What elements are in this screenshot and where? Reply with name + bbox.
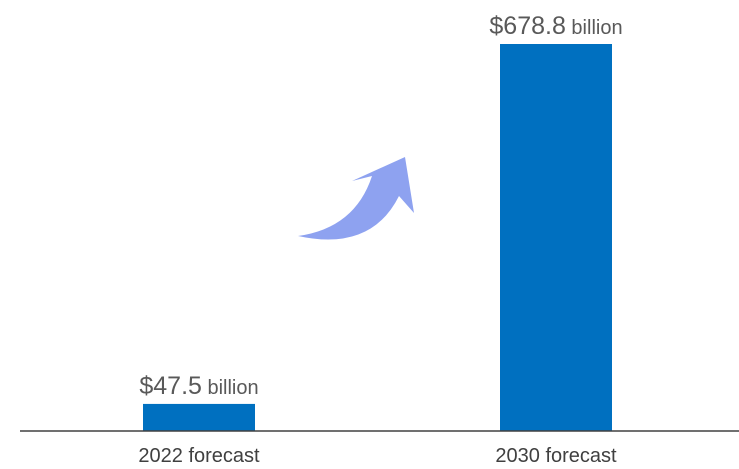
bars-group [143,44,612,431]
value-amount: $678.8 [489,12,565,40]
value-unit: billion [202,377,259,399]
category-label: 2022 forecast [138,445,260,467]
value-label: $678.8 billion [489,12,622,40]
bar-2022-forecast [143,403,255,431]
value-label: $47.5 billion [139,372,258,400]
labels-group: $47.5 billion 2022 forecast $678.8 billion… [138,12,622,467]
growth-arrow-icon [298,157,414,240]
bar-2030-forecast [500,44,612,431]
value-amount: $47.5 [139,372,202,400]
category-label: 2030 forecast [495,445,617,467]
value-unit: billion [566,17,623,39]
